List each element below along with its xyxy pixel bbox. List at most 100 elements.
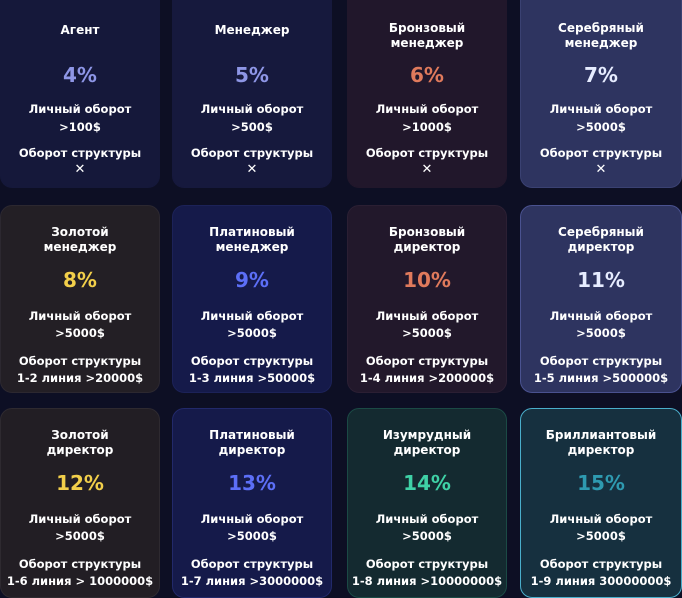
rank-percent: 4% xyxy=(63,63,97,87)
rank-card: Золотой директор 12% Личный оборот >5000… xyxy=(0,408,160,598)
rank-card: Бронзовый директор 10% Личный оборот >50… xyxy=(347,205,507,393)
rank-title-line2: менеджер xyxy=(390,36,464,50)
personal-turnover-label: Личный оборот xyxy=(549,102,653,116)
personal-turnover-value: >5000$ xyxy=(55,529,105,543)
rank-title: Менеджер xyxy=(177,23,327,38)
rank-title-line1: Бронзовый xyxy=(388,21,466,35)
personal-turnover-label: Личный оборот xyxy=(28,512,132,526)
structure-turnover-label: Оборот структуры xyxy=(539,354,663,368)
rank-percent: 9% xyxy=(235,268,269,292)
structure-turnover-label: Оборот структуры xyxy=(190,354,314,368)
rank-title: Бронзовый менеджер xyxy=(352,21,502,51)
structure-turnover-value: 1-6 линия > 1000000$ xyxy=(6,574,154,588)
rank-title: Бриллиантовый директор xyxy=(525,428,677,458)
rank-title-line1: Серебряный xyxy=(558,225,644,239)
structure-turnover-value: 1-2 линия >20000$ xyxy=(16,371,144,385)
rank-title-line1: Золотой xyxy=(51,225,109,239)
rank-title-line2: директор xyxy=(567,443,635,457)
rank-card: Платиновый директор 13% Личный оборот >5… xyxy=(172,408,332,598)
rank-title: Изумрудный директор xyxy=(352,428,502,458)
rank-title-line2: директор xyxy=(393,443,461,457)
personal-turnover-label: Личный оборот xyxy=(28,309,132,323)
rank-title: Золотой менеджер xyxy=(5,225,155,255)
personal-turnover-value: >5000$ xyxy=(576,120,626,134)
personal-turnover-label: Личный оборот xyxy=(200,512,304,526)
structure-turnover-label: Оборот структуры xyxy=(190,146,314,160)
rank-card: Изумрудный директор 14% Личный оборот >5… xyxy=(347,408,507,598)
structure-turnover-label: Оборот структуры xyxy=(18,354,142,368)
rank-title: Платиновый менеджер xyxy=(177,225,327,255)
personal-turnover-value: >1000$ xyxy=(402,120,452,134)
rank-title: Серебряный директор xyxy=(525,225,677,255)
rank-title: Золотой директор xyxy=(5,428,155,458)
rank-card: Серебряный директор 11% Личный оборот >5… xyxy=(520,205,682,393)
rank-percent: 13% xyxy=(228,471,276,495)
structure-turnover-label: Оборот структуры xyxy=(539,146,663,160)
rank-percent: 7% xyxy=(584,63,618,87)
rank-title-line1: Агент xyxy=(60,23,100,37)
rank-percent: 10% xyxy=(403,268,451,292)
personal-turnover-value: >5000$ xyxy=(402,529,452,543)
rank-title-line1: Менеджер xyxy=(214,23,290,37)
cross-icon: ✕ xyxy=(246,162,258,177)
rank-title-line1: Изумрудный xyxy=(382,428,472,442)
structure-turnover-label: Оборот структуры xyxy=(365,146,489,160)
rank-card: Менеджер 5% Личный оборот >500$ Оборот с… xyxy=(172,0,332,188)
rank-percent: 15% xyxy=(577,471,625,495)
rank-title-line1: Платиновый xyxy=(209,225,295,239)
rank-percent: 8% xyxy=(63,268,97,292)
personal-turnover-label: Личный оборот xyxy=(28,102,132,116)
structure-turnover-label: Оборот структуры xyxy=(18,146,142,160)
personal-turnover-label: Личный оборот xyxy=(549,512,653,526)
rank-title-line2: директор xyxy=(393,240,461,254)
personal-turnover-value: >5000$ xyxy=(227,326,277,340)
rank-percent: 14% xyxy=(403,471,451,495)
structure-turnover-value: 1-7 линия >3000000$ xyxy=(180,574,324,588)
rank-title-line2: директор xyxy=(218,443,286,457)
personal-turnover-value: >5000$ xyxy=(576,529,626,543)
personal-turnover-label: Личный оборот xyxy=(375,512,479,526)
personal-turnover-value: >5000$ xyxy=(402,326,452,340)
structure-turnover-value: 1-8 линия >10000000$ xyxy=(351,574,503,588)
cross-icon: ✕ xyxy=(421,162,433,177)
rank-title-line2: менеджер xyxy=(564,36,638,50)
personal-turnover-value: >100$ xyxy=(59,120,101,134)
structure-turnover-value: 1-5 линия >500000$ xyxy=(533,371,669,385)
rank-title-line1: Платиновый xyxy=(209,428,295,442)
rank-percent: 11% xyxy=(577,268,625,292)
rank-card: Платиновый менеджер 9% Личный оборот >50… xyxy=(172,205,332,393)
rank-title: Платиновый директор xyxy=(177,428,327,458)
rank-card: Бриллиантовый директор 15% Личный оборот… xyxy=(520,408,682,598)
rank-card: Бронзовый менеджер 6% Личный оборот >100… xyxy=(347,0,507,188)
personal-turnover-value: >500$ xyxy=(231,120,273,134)
personal-turnover-label: Личный оборот xyxy=(200,309,304,323)
rank-title: Серебряный менеджер xyxy=(525,21,677,51)
structure-turnover-value: 1-9 линия 30000000$ xyxy=(530,574,672,588)
rank-title-line2: директор xyxy=(46,443,114,457)
personal-turnover-value: >5000$ xyxy=(55,326,105,340)
rank-percent: 12% xyxy=(56,471,104,495)
rank-percent: 6% xyxy=(410,63,444,87)
personal-turnover-label: Личный оборот xyxy=(549,309,653,323)
personal-turnover-value: >5000$ xyxy=(227,529,277,543)
structure-turnover-label: Оборот структуры xyxy=(365,354,489,368)
structure-turnover-label: Оборот структуры xyxy=(539,557,663,571)
rank-title-line1: Золотой xyxy=(51,428,109,442)
rank-title-line2: директор xyxy=(567,240,635,254)
rank-title-line1: Серебряный xyxy=(558,21,644,35)
rank-title: Бронзовый директор xyxy=(352,225,502,255)
rank-card: Серебряный менеджер 7% Личный оборот >50… xyxy=(520,0,682,188)
personal-turnover-value: >5000$ xyxy=(576,326,626,340)
structure-turnover-value: 1-3 линия >50000$ xyxy=(188,371,316,385)
personal-turnover-label: Личный оборот xyxy=(375,102,479,116)
rank-title-line2: менеджер xyxy=(215,240,289,254)
rank-card: Золотой менеджер 8% Личный оборот >5000$… xyxy=(0,205,160,393)
rank-title-line2: менеджер xyxy=(43,240,117,254)
rank-card: Агент 4% Личный оборот >100$ Оборот стру… xyxy=(0,0,160,188)
structure-turnover-label: Оборот структуры xyxy=(365,557,489,571)
cross-icon: ✕ xyxy=(74,162,86,177)
personal-turnover-label: Личный оборот xyxy=(375,309,479,323)
rank-title-line1: Бриллиантовый xyxy=(545,428,657,442)
cross-icon: ✕ xyxy=(595,162,607,177)
